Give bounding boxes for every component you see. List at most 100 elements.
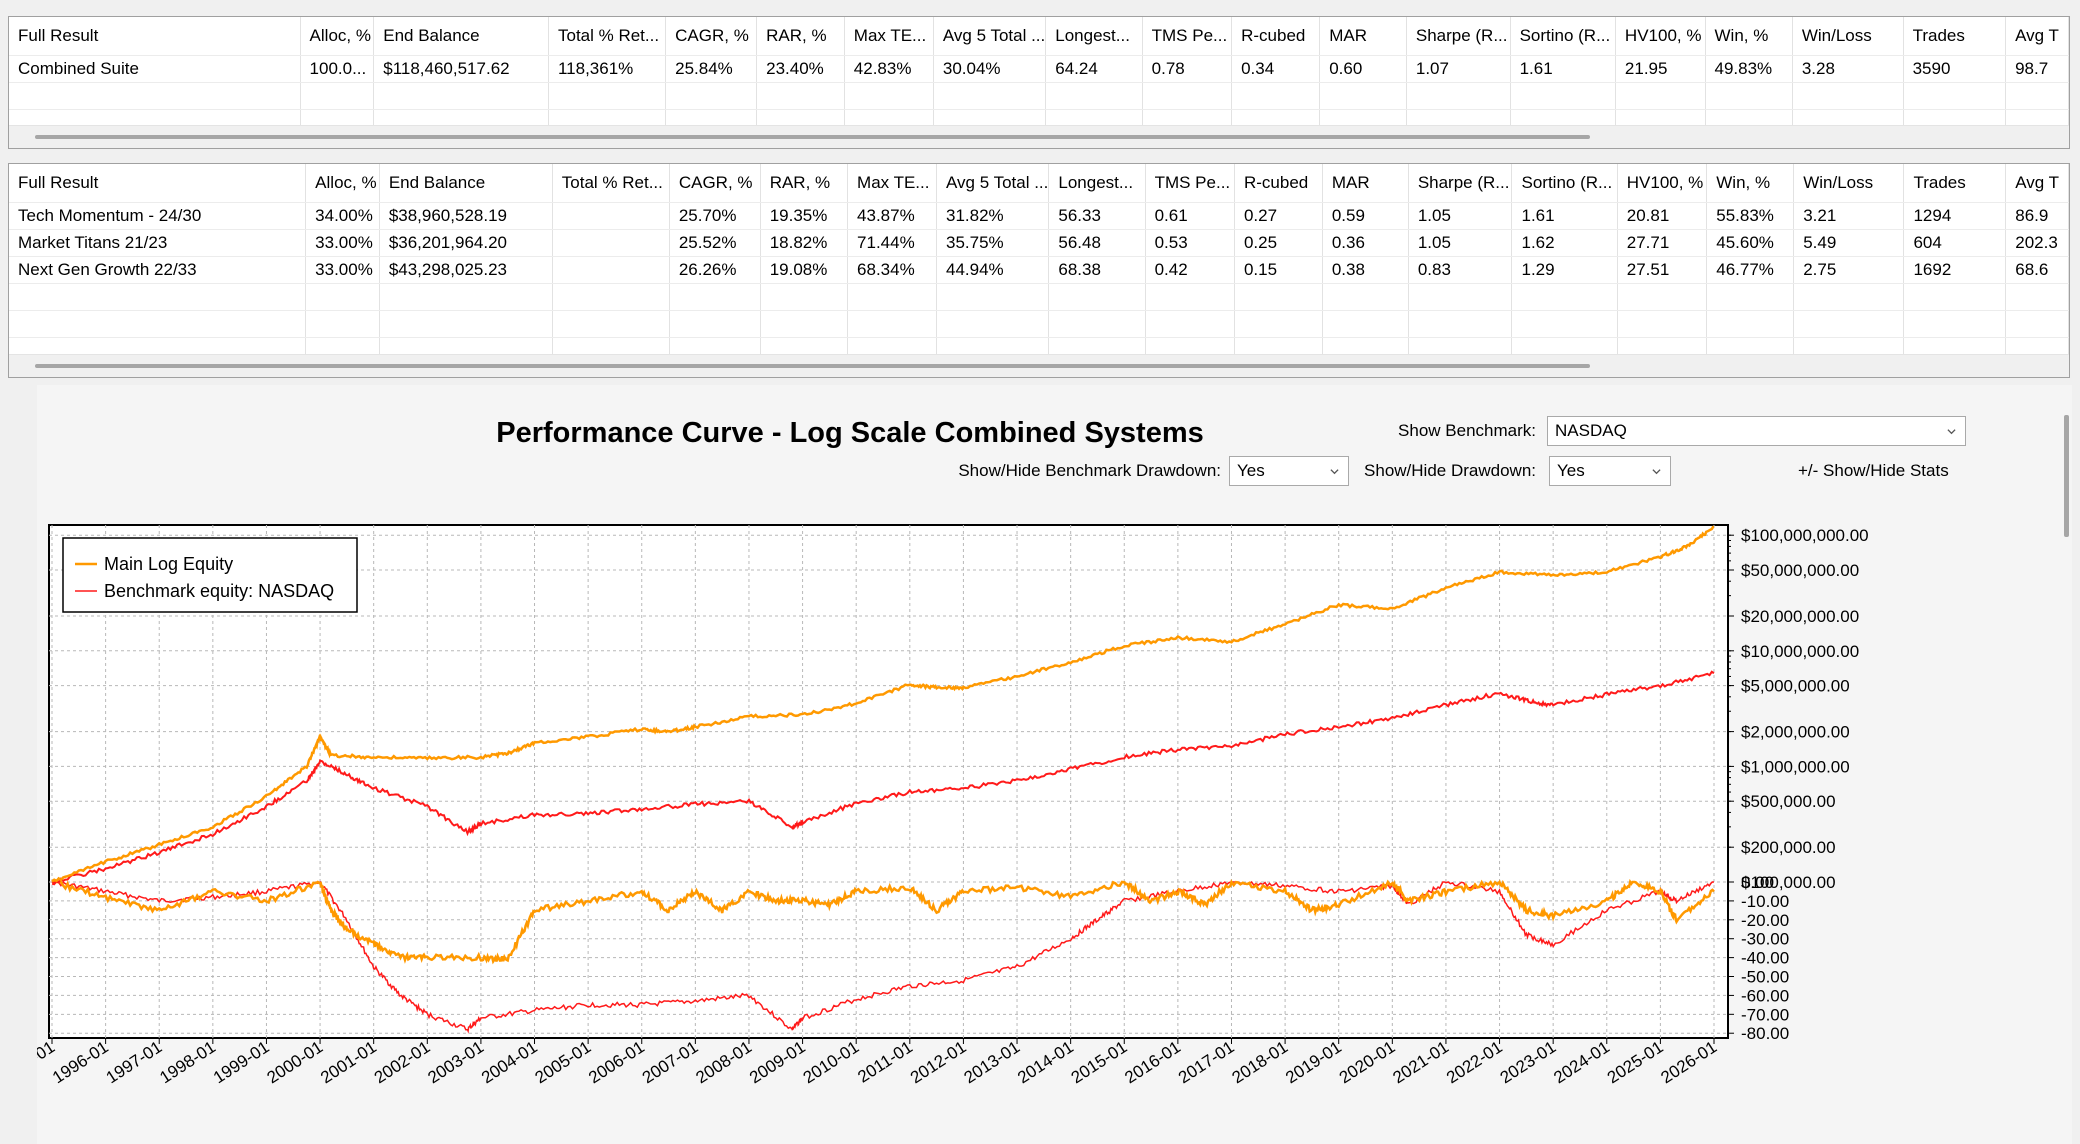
column-header[interactable]: HV100, % xyxy=(1617,164,1708,203)
table-cell[interactable]: 56.48 xyxy=(1048,229,1146,257)
column-header[interactable]: Alloc, % xyxy=(305,164,380,203)
table-cell[interactable]: 68.34% xyxy=(847,256,937,284)
table-cell[interactable]: 25.52% xyxy=(669,229,761,257)
column-header[interactable]: MAR xyxy=(1319,17,1407,56)
table-cell[interactable] xyxy=(552,256,670,284)
table-cell[interactable]: 1.29 xyxy=(1511,256,1618,284)
table-cell[interactable]: 68.6 xyxy=(2005,256,2069,284)
table-cell[interactable]: $38,960,528.19 xyxy=(379,202,553,230)
table-cell[interactable]: 30.04% xyxy=(933,55,1047,83)
column-header[interactable]: Avg 5 Total ... xyxy=(936,164,1050,203)
table-cell[interactable]: 1.05 xyxy=(1408,202,1513,230)
system-row[interactable]: Next Gen Growth 22/33 33.00% $43,298,025.2… xyxy=(9,256,2069,284)
table-cell[interactable]: $36,201,964.20 xyxy=(379,229,553,257)
table-cell[interactable]: 1692 xyxy=(1903,256,2007,284)
table-cell[interactable]: 1294 xyxy=(1903,202,2007,230)
table-cell[interactable]: 0.78 xyxy=(1142,55,1233,83)
column-header[interactable]: Sortino (R... xyxy=(1510,17,1616,56)
column-header[interactable]: Trades xyxy=(1903,17,2007,56)
column-header[interactable]: Avg T xyxy=(2005,164,2069,203)
table-cell[interactable]: 1.62 xyxy=(1511,229,1618,257)
table-cell[interactable]: 31.82% xyxy=(936,202,1050,230)
panel-vertical-scroll-thumb[interactable] xyxy=(2064,415,2069,537)
table-cell[interactable]: 0.25 xyxy=(1234,229,1323,257)
table-cell[interactable]: 3.21 xyxy=(1793,202,1905,230)
table-cell[interactable]: 42.83% xyxy=(844,55,934,83)
table-cell[interactable]: 45.60% xyxy=(1706,229,1795,257)
table-cell[interactable]: Next Gen Growth 22/33 xyxy=(9,256,307,284)
column-header[interactable]: Alloc, % xyxy=(300,17,375,56)
table-cell[interactable]: 25.70% xyxy=(669,202,761,230)
column-header[interactable]: CAGR, % xyxy=(669,164,761,203)
show-hide-stats-link[interactable]: +/- Show/Hide Stats xyxy=(1798,461,1949,480)
column-header[interactable]: Win, % xyxy=(1705,17,1793,56)
table-cell[interactable]: 33.00% xyxy=(305,256,380,284)
table-cell[interactable]: 1.05 xyxy=(1408,229,1513,257)
table-cell[interactable]: 46.77% xyxy=(1706,256,1795,284)
table-cell[interactable]: 43.87% xyxy=(847,202,937,230)
table-cell[interactable]: 19.35% xyxy=(760,202,849,230)
table-cell[interactable]: 21.95 xyxy=(1615,55,1706,83)
column-header[interactable]: Total % Ret... xyxy=(548,17,667,56)
system-row[interactable]: Tech Momentum - 24/30 34.00% $38,960,528.1… xyxy=(9,202,2069,230)
column-header[interactable]: Sortino (R... xyxy=(1511,164,1618,203)
table-cell[interactable]: 5.49 xyxy=(1793,229,1905,257)
table-cell[interactable]: 20.81 xyxy=(1617,202,1708,230)
column-header[interactable]: HV100, % xyxy=(1615,17,1706,56)
table-cell[interactable]: 0.36 xyxy=(1322,229,1409,257)
table-cell[interactable]: Market Titans 21/23 xyxy=(9,229,307,257)
table-cell[interactable]: 0.59 xyxy=(1322,202,1409,230)
table-cell[interactable]: 0.27 xyxy=(1234,202,1323,230)
table-cell[interactable]: $118,460,517.62 xyxy=(373,55,549,83)
table-cell[interactable]: 23.40% xyxy=(756,55,845,83)
system-row[interactable]: Market Titans 21/23 33.00% $36,201,964.20 2… xyxy=(9,229,2069,257)
column-header[interactable]: End Balance xyxy=(379,164,553,203)
column-header[interactable]: TMS Pe... xyxy=(1145,164,1235,203)
table-cell[interactable]: 0.61 xyxy=(1145,202,1235,230)
table-cell[interactable]: 35.75% xyxy=(936,229,1050,257)
table-cell[interactable]: Combined Suite xyxy=(9,55,301,83)
summary-results-grid[interactable]: Full Result Alloc, % End Balance Total % Re… xyxy=(8,16,2070,149)
column-header[interactable]: Win/Loss xyxy=(1793,164,1905,203)
table-cell[interactable]: 71.44% xyxy=(847,229,937,257)
benchmark-drawdown-select[interactable]: Yes xyxy=(1229,456,1349,486)
table-cell[interactable]: 18.82% xyxy=(760,229,849,257)
table-cell[interactable]: 33.00% xyxy=(305,229,380,257)
column-header[interactable]: Longest... xyxy=(1048,164,1146,203)
table-cell[interactable]: 56.33 xyxy=(1048,202,1146,230)
table-cell[interactable]: 34.00% xyxy=(305,202,380,230)
table-cell[interactable]: 0.15 xyxy=(1234,256,1323,284)
column-header[interactable]: TMS Pe... xyxy=(1142,17,1233,56)
table-cell[interactable]: 49.83% xyxy=(1705,55,1793,83)
table-cell[interactable]: 604 xyxy=(1903,229,2007,257)
column-header[interactable]: Full Result xyxy=(9,164,307,203)
table-cell[interactable]: 55.83% xyxy=(1706,202,1795,230)
table-cell[interactable]: 0.83 xyxy=(1408,256,1513,284)
column-header[interactable]: Full Result xyxy=(9,17,301,56)
table-cell[interactable]: Tech Momentum - 24/30 xyxy=(9,202,307,230)
table-cell[interactable]: 1.61 xyxy=(1511,202,1618,230)
table-cell[interactable]: 19.08% xyxy=(760,256,849,284)
table-cell[interactable]: 202.3 xyxy=(2005,229,2069,257)
table-cell[interactable] xyxy=(552,202,670,230)
column-header[interactable]: Max TE... xyxy=(847,164,937,203)
column-header[interactable]: R-cubed xyxy=(1231,17,1321,56)
table-cell[interactable]: 44.94% xyxy=(936,256,1050,284)
drawdown-select[interactable]: Yes xyxy=(1549,456,1671,486)
column-header[interactable]: MAR xyxy=(1322,164,1409,203)
table-cell[interactable]: 3590 xyxy=(1903,55,2007,83)
column-header[interactable]: Win, % xyxy=(1706,164,1795,203)
table-cell[interactable]: 27.51 xyxy=(1617,256,1708,284)
summary-horizontal-scrollbar[interactable] xyxy=(9,125,2069,148)
column-header[interactable]: Win/Loss xyxy=(1792,17,1904,56)
table-cell[interactable]: 0.34 xyxy=(1231,55,1321,83)
table-cell[interactable]: 3.28 xyxy=(1792,55,1904,83)
column-header[interactable]: Avg T xyxy=(2005,17,2069,56)
table-cell[interactable]: 118,361% xyxy=(548,55,667,83)
table-cell[interactable]: 27.71 xyxy=(1617,229,1708,257)
column-header[interactable]: End Balance xyxy=(373,17,549,56)
table-cell[interactable]: 64.24 xyxy=(1045,55,1143,83)
column-header[interactable]: Total % Ret... xyxy=(552,164,670,203)
table-cell[interactable]: 0.42 xyxy=(1145,256,1235,284)
column-header[interactable]: Sharpe (R... xyxy=(1408,164,1513,203)
